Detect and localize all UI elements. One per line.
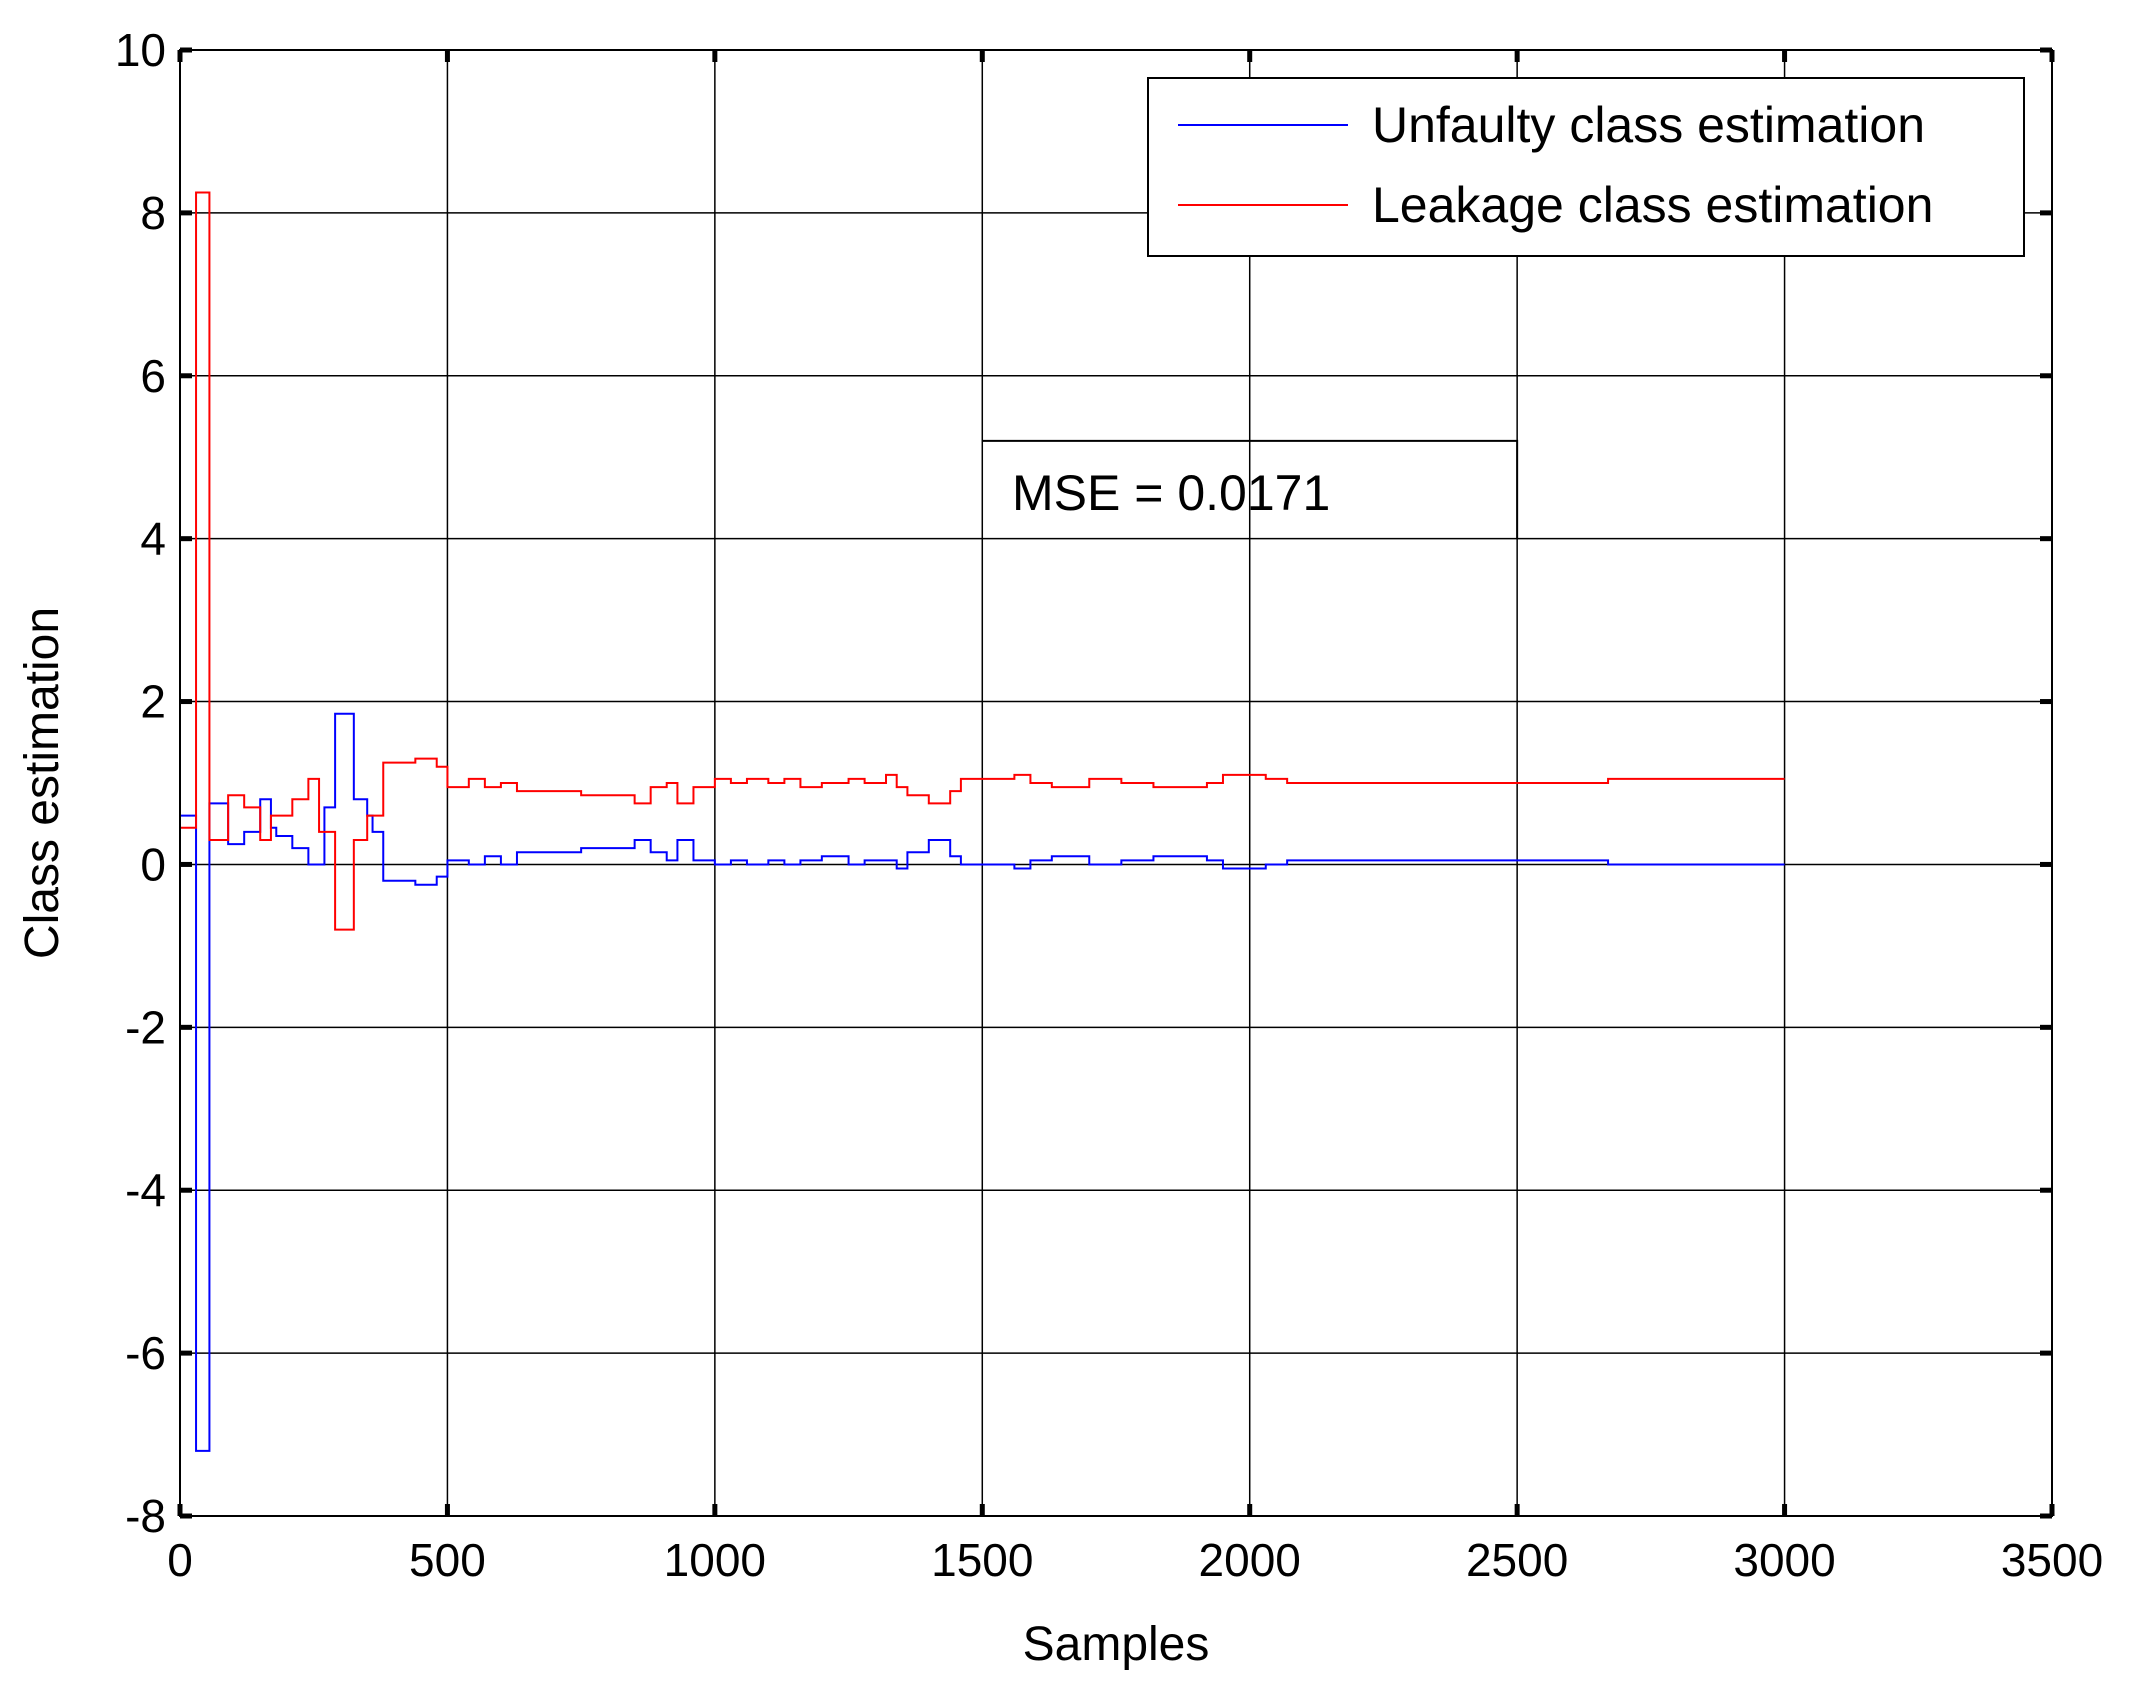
annotation: MSE = 0.0171 — [982, 439, 1519, 539]
y-axis-label: Class estimation — [16, 607, 69, 959]
legend-box — [1147, 77, 2025, 257]
y-tick-label: -2 — [125, 1001, 166, 1053]
x-tick-label: 3500 — [2001, 1534, 2103, 1586]
x-tick-label: 1500 — [931, 1534, 1033, 1586]
series-line-unfaulty — [180, 712, 1785, 1452]
series-line-leakage — [180, 191, 1785, 931]
y-tick-label: -8 — [125, 1490, 166, 1542]
x-axis-label: Samples — [1023, 1618, 1210, 1671]
x-tick-label: 1000 — [664, 1534, 766, 1586]
axes-box — [179, 49, 2053, 1517]
y-tick-label: 0 — [140, 838, 166, 890]
y-tick-label: -6 — [125, 1327, 166, 1379]
x-tick-label: 2500 — [1466, 1534, 1568, 1586]
mse-annotation: MSE = 0.0171 — [1012, 465, 1330, 521]
x-tick-label: 500 — [409, 1534, 486, 1586]
x-tick-label: 3000 — [1733, 1534, 1835, 1586]
legend-label-unfaulty: Unfaulty class estimation — [1372, 97, 1925, 153]
axis-ticks: 0 500 1000 1500 2000 2500 3000 3500 -8 -6 -4 -2 0 2 4 6… — [115, 24, 2103, 1586]
y-tick-label: 6 — [140, 350, 166, 402]
annotation-bracket — [982, 439, 1519, 539]
y-tick-label: 10 — [115, 24, 166, 76]
x-tick-label: 2000 — [1199, 1534, 1301, 1586]
y-tick-label: 2 — [140, 676, 166, 728]
plot-area — [180, 191, 1785, 1452]
x-tick-label: 0 — [167, 1534, 193, 1586]
y-tick-label: 8 — [140, 187, 166, 239]
y-tick-label: -4 — [125, 1164, 166, 1216]
legend-label-leakage: Leakage class estimation — [1372, 177, 1933, 233]
legend: Unfaulty class estimation Leakage class … — [1147, 77, 2025, 257]
y-tick-label: 4 — [140, 513, 166, 565]
